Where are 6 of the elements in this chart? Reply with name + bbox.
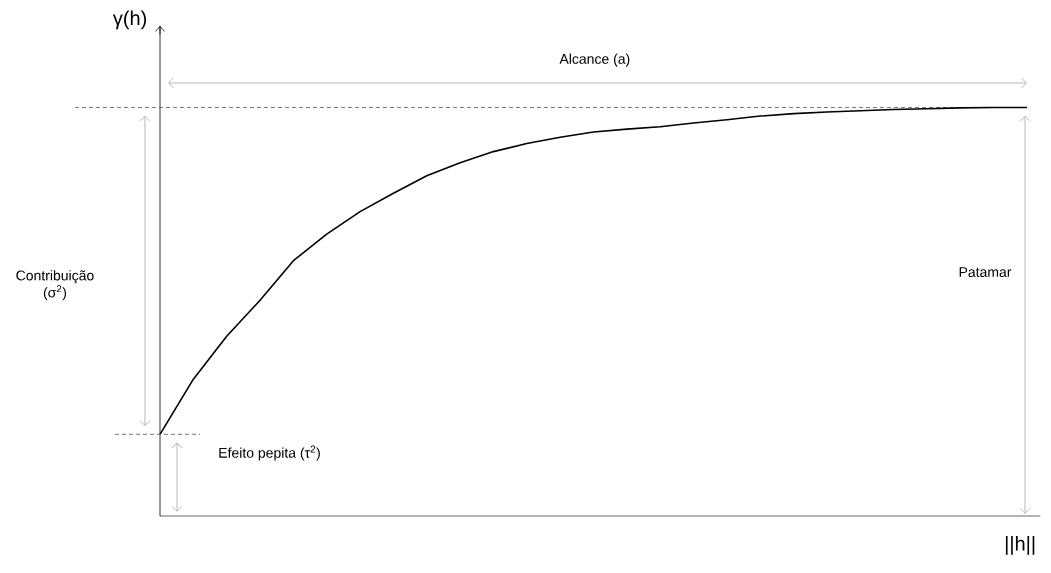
x-axis-title: ||h|| xyxy=(1005,536,1035,555)
annotation: Patamar xyxy=(959,267,1012,278)
text: Contribuição (σ$^{2}$) xyxy=(16,270,94,301)
text: Alcance (a) xyxy=(559,53,630,67)
y-axis-title: γ(h) xyxy=(112,10,147,30)
annotation: Efeito pepita (τ$^{2}$) xyxy=(219,445,320,461)
